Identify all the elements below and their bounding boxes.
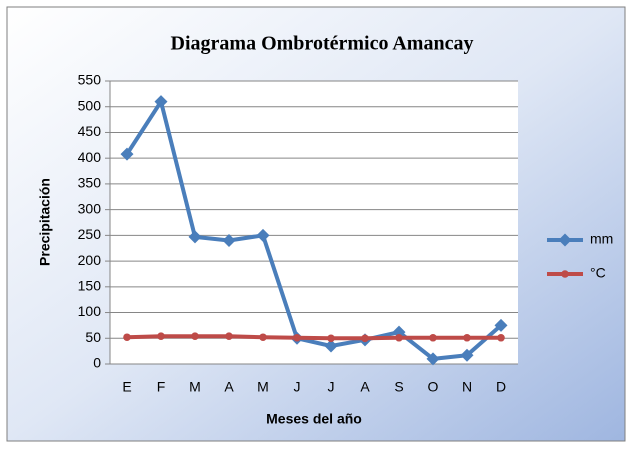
data-point — [395, 333, 403, 342]
data-point — [188, 230, 202, 244]
data-point — [191, 332, 199, 341]
data-point — [463, 333, 471, 342]
data-point — [361, 334, 369, 343]
x-tick-label: E — [122, 379, 131, 395]
data-point — [460, 348, 474, 362]
legend-label: °C — [590, 265, 606, 281]
x-tick-label: N — [462, 379, 472, 395]
data-point — [120, 147, 134, 161]
data-point — [154, 95, 168, 109]
data-point — [222, 234, 236, 248]
data-point — [494, 318, 508, 332]
legend-marker — [558, 233, 572, 247]
x-tick-label: A — [224, 379, 234, 395]
x-tick-label: O — [428, 379, 439, 395]
legend-marker — [561, 270, 569, 278]
y-tick-label: 150 — [78, 278, 102, 294]
data-point — [225, 332, 233, 341]
y-axis-title: Precipitación — [37, 178, 53, 266]
x-tick-label: J — [328, 379, 335, 395]
y-tick-label: 500 — [78, 97, 102, 113]
x-tick-label: J — [294, 379, 301, 395]
y-tick-label: 400 — [78, 149, 102, 165]
legend-label: mm — [590, 231, 613, 247]
y-tick-label: 350 — [78, 175, 102, 191]
data-point — [426, 352, 440, 366]
x-tick-label: A — [360, 379, 370, 395]
data-point — [429, 333, 437, 342]
data-point — [259, 333, 267, 342]
data-point — [327, 334, 335, 343]
x-tick-label: F — [157, 379, 166, 395]
data-point — [324, 339, 338, 353]
series-line — [126, 334, 501, 341]
data-point — [157, 332, 165, 341]
y-tick-label: 250 — [78, 226, 102, 242]
data-point — [123, 333, 131, 342]
x-tick-label: M — [189, 379, 201, 395]
y-tick-label: 300 — [78, 200, 102, 216]
x-axis-title: Meses del año — [266, 411, 362, 427]
y-tick-label: 200 — [78, 252, 102, 268]
y-tick-label: 100 — [78, 303, 102, 319]
y-tick-label: 550 — [78, 72, 102, 88]
x-tick-label: D — [496, 379, 506, 395]
y-tick-label: 50 — [85, 329, 101, 345]
data-point — [497, 333, 505, 342]
y-tick-label: 450 — [78, 123, 102, 139]
plot-area — [110, 81, 518, 364]
data-point — [293, 333, 301, 342]
x-tick-label: M — [257, 379, 269, 395]
data-point — [392, 325, 406, 339]
y-tick-label: 0 — [93, 355, 101, 371]
data-point — [256, 228, 270, 242]
chart-title: Diagrama Ombrotérmico Amancay — [171, 33, 474, 55]
x-tick-label: S — [394, 379, 403, 395]
